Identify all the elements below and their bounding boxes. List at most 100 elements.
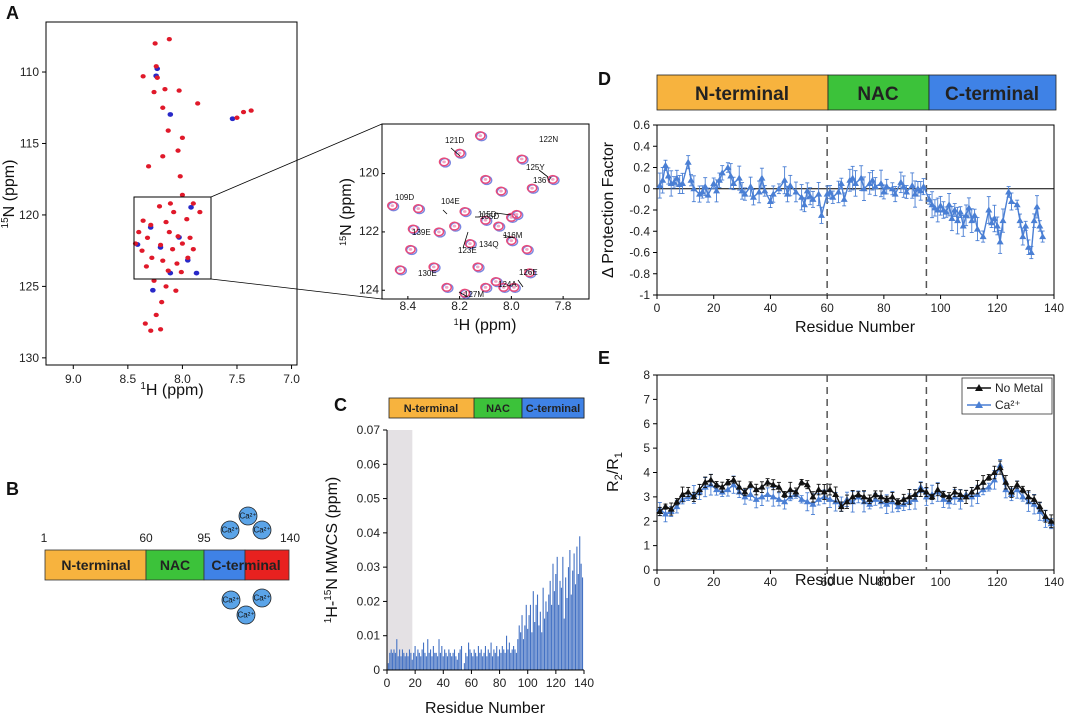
b-nterm-label: N-terminal bbox=[61, 557, 130, 573]
c-bar bbox=[563, 618, 565, 670]
inset-peak-red bbox=[547, 174, 559, 184]
d-series-marker bbox=[718, 169, 726, 176]
a-peak-red bbox=[179, 135, 186, 140]
a-peak-blue bbox=[229, 116, 236, 122]
d-series-marker bbox=[883, 183, 891, 190]
c-bar bbox=[515, 652, 517, 670]
e-nometal-series-marker bbox=[718, 483, 726, 490]
c-bar bbox=[579, 536, 581, 670]
inset-peak-core bbox=[457, 151, 462, 155]
zoom-connector-top bbox=[210, 123, 383, 198]
c-bar bbox=[403, 652, 405, 670]
a-peak-red bbox=[171, 209, 177, 215]
inset-peak-label: 127M bbox=[464, 290, 484, 299]
c-bar bbox=[446, 656, 449, 670]
c-bar bbox=[401, 649, 403, 670]
a-peak-red bbox=[144, 235, 151, 241]
c-bar bbox=[465, 652, 467, 670]
e-nometal-series-marker bbox=[996, 464, 1004, 471]
c-bar bbox=[468, 642, 470, 670]
inset-leader-line bbox=[462, 231, 469, 249]
inset-peak-core bbox=[483, 285, 488, 289]
c-bar bbox=[581, 577, 584, 670]
c-bar bbox=[493, 649, 495, 670]
inset-peak-red bbox=[394, 265, 406, 275]
c-bar bbox=[422, 642, 425, 670]
a-peak-blue bbox=[167, 112, 174, 117]
inset-peak-label: 122N bbox=[539, 135, 558, 144]
a-peak-red bbox=[140, 218, 146, 223]
c-bar bbox=[534, 622, 536, 670]
c-bar bbox=[439, 652, 441, 670]
e-ytick-label: 6 bbox=[643, 417, 650, 431]
c-bar bbox=[529, 604, 532, 670]
c-nterm-label: N-terminal bbox=[404, 403, 458, 415]
ca-ion-label: Ca²⁺ bbox=[253, 594, 270, 603]
c-bar bbox=[572, 570, 574, 670]
a-peak-red bbox=[153, 312, 159, 318]
c-xtick-label: 0 bbox=[384, 676, 391, 690]
d-series-marker bbox=[710, 179, 718, 186]
d-series-marker bbox=[781, 176, 789, 183]
c-bar bbox=[413, 652, 415, 670]
e-nometal-series-marker bbox=[843, 498, 851, 505]
c-bar bbox=[479, 652, 481, 670]
d-series-marker bbox=[928, 201, 936, 208]
b-tick-1: 1 bbox=[41, 531, 48, 545]
c-ytick-label: 0.03 bbox=[357, 560, 381, 574]
inset-peak-label: 104E bbox=[441, 197, 460, 206]
a-peak-red bbox=[152, 41, 158, 46]
inset-xtick-label: 7.8 bbox=[555, 299, 572, 313]
c-bar bbox=[475, 652, 477, 670]
c-bar bbox=[415, 656, 418, 670]
a-peak-red bbox=[162, 86, 168, 92]
zoom-box bbox=[133, 196, 212, 280]
d-series-marker bbox=[897, 178, 905, 185]
d-series-marker bbox=[786, 182, 794, 189]
inset-xtick-label: 8.0 bbox=[503, 299, 520, 313]
c-bar bbox=[458, 652, 460, 670]
c-bar bbox=[472, 656, 474, 670]
a-ytick-label: 115 bbox=[20, 136, 39, 150]
c-bar bbox=[480, 649, 482, 670]
b-nac-label: NAC bbox=[160, 557, 190, 573]
inset-peak-red bbox=[524, 268, 535, 278]
e-ca-series-marker bbox=[990, 476, 998, 483]
b-cterm-blue-box bbox=[203, 549, 246, 581]
e-nometal-series-marker bbox=[1007, 488, 1015, 495]
e-nometal-series-marker bbox=[917, 486, 925, 493]
a-peak-red bbox=[160, 258, 166, 263]
a-peak-red bbox=[177, 174, 183, 179]
d-series-marker bbox=[761, 187, 769, 194]
c-shaded-region bbox=[387, 430, 413, 670]
c-bar bbox=[558, 604, 560, 670]
d-series-marker bbox=[866, 179, 874, 186]
a-peak-red bbox=[175, 234, 181, 239]
c-bar bbox=[565, 577, 567, 670]
inset-peak-red bbox=[474, 131, 486, 141]
e-nometal-series-marker bbox=[990, 469, 998, 475]
c-bar bbox=[567, 567, 570, 670]
e-nometal-series-marker bbox=[1019, 486, 1027, 493]
c-bar bbox=[484, 646, 486, 670]
inset-leader-line bbox=[458, 291, 467, 297]
c-bar bbox=[430, 649, 432, 670]
b-nterm-box bbox=[44, 549, 147, 581]
a-peak-red bbox=[248, 108, 254, 113]
e-ytick-label: 0 bbox=[643, 563, 650, 577]
inset-ytick-label: 120 bbox=[359, 166, 379, 180]
e-nometal-series-marker bbox=[894, 498, 902, 505]
e-xtick-label: 100 bbox=[931, 575, 951, 589]
e-ca-series-marker bbox=[815, 495, 823, 502]
c-bar bbox=[525, 604, 527, 670]
e-ylabel: R2/R1 bbox=[605, 452, 625, 492]
d-series-marker bbox=[755, 188, 763, 195]
c-bar bbox=[406, 652, 408, 670]
c-bar bbox=[448, 649, 450, 670]
inset-peak-core bbox=[514, 213, 519, 216]
c-bar bbox=[539, 611, 541, 670]
a-peak-red bbox=[240, 109, 247, 115]
inset-peak-red bbox=[480, 174, 491, 184]
e-nometal-series-marker bbox=[979, 478, 987, 485]
e-ca-series-marker bbox=[809, 500, 817, 507]
